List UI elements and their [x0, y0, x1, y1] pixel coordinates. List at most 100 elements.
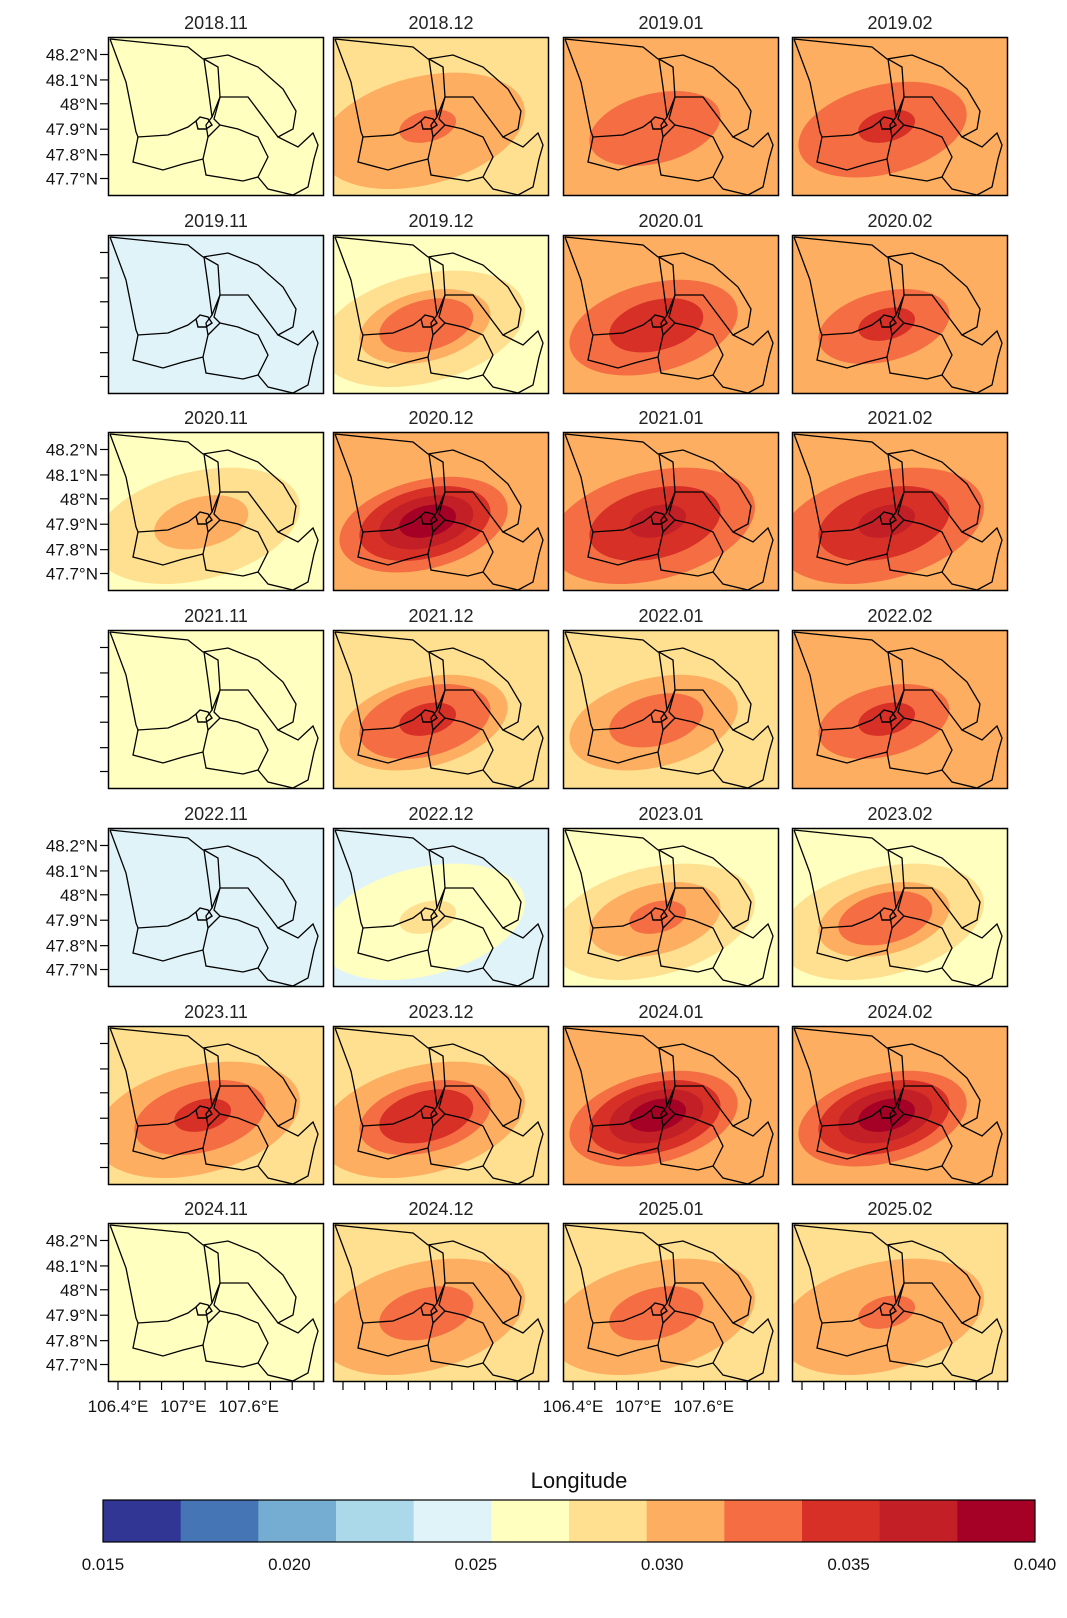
district-boundary	[903, 1310, 953, 1364]
raster-contour	[858, 504, 916, 538]
raster-contour	[174, 307, 232, 341]
district-boundary	[436, 1282, 504, 1324]
city-boundary	[879, 907, 897, 921]
y-tick-label: 47.9°N	[46, 1306, 98, 1325]
district-boundary	[666, 96, 734, 138]
district-boundary	[428, 453, 446, 533]
raster-contour	[399, 1098, 457, 1132]
panel-title: 2018.11	[184, 13, 248, 33]
map-panel: 2024.02	[791, 1002, 1009, 1186]
panel-frame	[562, 234, 780, 395]
district-boundary	[816, 729, 943, 775]
map-panel: 2023.01	[562, 804, 780, 988]
district-boundary	[903, 322, 953, 376]
panel-title: 2024.12	[408, 1199, 473, 1219]
colorbar-swatch	[879, 1500, 958, 1542]
map-panel: 2024.11	[107, 1199, 325, 1383]
map-panel-grid: 2018.11 2018.12 2019.01 2019.02 2019.11 2019.…	[107, 13, 1009, 1383]
raster-contour	[174, 1098, 232, 1132]
district-boundary	[666, 1282, 734, 1324]
y-tick-label: 48.2°N	[46, 440, 98, 459]
colorbar-swatch	[336, 1500, 415, 1542]
panel-frame	[107, 1222, 325, 1383]
district-boundary	[816, 531, 943, 577]
y-tick-label: 47.7°N	[46, 961, 98, 980]
y-tick-label: 47.7°N	[46, 565, 98, 584]
panel-title: 2025.01	[638, 1199, 703, 1219]
panel-title: 2022.11	[184, 804, 248, 824]
district-boundary	[666, 294, 734, 336]
city-boundary	[650, 511, 668, 525]
raster-contour	[629, 1295, 687, 1329]
map-panel: 2022.12	[332, 804, 550, 988]
district-boundary	[816, 927, 943, 973]
colorbar-swatch	[569, 1500, 648, 1542]
raster-contour	[629, 1098, 687, 1132]
panel-title: 2019.02	[867, 13, 932, 33]
colorbar-swatch	[180, 1500, 259, 1542]
y-tick-label: 47.9°N	[46, 911, 98, 930]
x-tick-label: 107°E	[615, 1397, 662, 1416]
raster-contour	[174, 1295, 232, 1329]
colorbar-swatch	[802, 1500, 881, 1542]
y-tick-label: 48.1°N	[46, 1257, 98, 1276]
panel-title: 2024.11	[184, 1199, 248, 1219]
y-tick-label: 48.1°N	[46, 466, 98, 485]
panel-title: 2025.02	[867, 1199, 932, 1219]
panel-title: 2019.01	[638, 13, 703, 33]
map-panel: 2022.01	[562, 606, 780, 790]
map-panel: 2020.11	[107, 408, 325, 592]
district-boundary	[587, 1322, 714, 1368]
panel-title: 2020.02	[867, 211, 932, 231]
district-boundary	[132, 1125, 259, 1171]
district-boundary	[674, 124, 724, 178]
city-boundary	[650, 116, 668, 130]
district-boundary	[203, 453, 221, 533]
y-tick-label: 48.1°N	[46, 71, 98, 90]
district-boundary	[903, 124, 953, 178]
panel-frame	[562, 36, 780, 197]
district-boundary	[666, 887, 734, 929]
district-boundary	[211, 294, 279, 336]
district-boundary	[436, 294, 504, 336]
y-tick-label: 47.8°N	[46, 541, 98, 560]
panel-frame	[107, 1025, 325, 1186]
panel-frame	[107, 36, 325, 197]
y-tick-label: 48°N	[60, 95, 98, 114]
raster-contour	[858, 1295, 916, 1329]
raster-contour	[858, 900, 916, 934]
city-boundary	[420, 709, 438, 723]
map-panel: 2019.01	[562, 13, 780, 197]
colorbar-swatch	[646, 1500, 725, 1542]
map-panel: 2020.12	[332, 408, 550, 592]
district-boundary	[219, 1310, 269, 1364]
y-tick-label: 48.2°N	[46, 45, 98, 64]
district-boundary	[903, 915, 953, 969]
panel-frame	[332, 234, 550, 395]
district-boundary	[666, 491, 734, 533]
panel-frame	[562, 431, 780, 592]
city-boundary	[420, 116, 438, 130]
district-boundary	[674, 322, 724, 376]
city-boundary	[650, 1302, 668, 1316]
district-boundary	[428, 1244, 446, 1324]
district-boundary	[816, 1125, 943, 1171]
longitude-axes: 106.4°E 107°E 107.6°E 106.4°E 107°E 107.6°E	[88, 1382, 999, 1416]
map-panel: 2018.11	[107, 13, 325, 197]
district-boundary	[895, 294, 963, 336]
map-panel: 2022.11	[107, 804, 325, 988]
colorbar-tick-label: 0.035	[827, 1555, 870, 1574]
panel-title: 2018.12	[408, 13, 473, 33]
district-boundary	[428, 1047, 446, 1127]
raster-contour	[858, 702, 916, 736]
panel-frame	[791, 1222, 1009, 1383]
panel-title: 2022.12	[408, 804, 473, 824]
district-boundary	[887, 58, 905, 138]
city-boundary	[420, 314, 438, 328]
raster-contour	[399, 504, 457, 538]
panel-title: 2021.11	[184, 606, 248, 626]
city-boundary	[879, 1105, 897, 1119]
map-panel: 2019.11	[107, 211, 325, 395]
city-boundary	[420, 907, 438, 921]
district-boundary	[887, 1244, 905, 1324]
